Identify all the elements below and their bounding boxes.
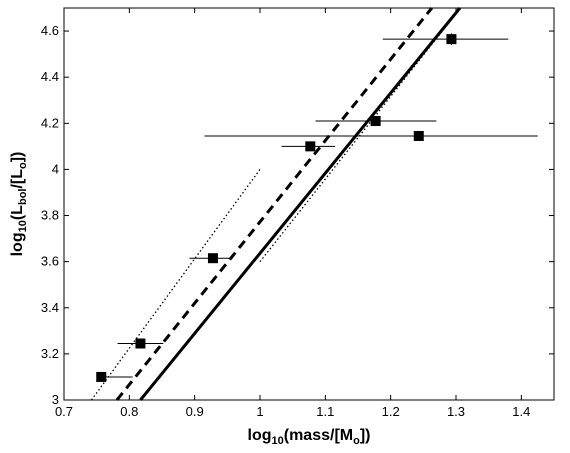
x-axis-title: log10(mass/[Mo])	[248, 427, 371, 447]
x-tick-label: 1.3	[447, 404, 465, 419]
x-tick-label: 0.8	[120, 404, 138, 419]
fit-lines	[90, 7, 462, 401]
data-point	[413, 130, 424, 141]
x-tick-label: 1.4	[512, 404, 530, 419]
y-axis: 3 3.2 3.4 3.6 3.8 4 4.2 4.4 4.6	[41, 23, 554, 407]
x-tick-label: 1.1	[316, 404, 334, 419]
y-tick-label: 3.6	[41, 254, 59, 269]
data-point	[207, 253, 218, 264]
y-tick-label: 3.8	[41, 208, 59, 223]
y-tick-label: 3.4	[41, 300, 59, 315]
plot-area	[63, 7, 555, 401]
y-tick-label: 4.2	[41, 115, 59, 130]
y-tick-label: 3	[52, 392, 59, 407]
data-point	[446, 34, 457, 45]
x-tick-label: 1	[256, 404, 263, 419]
dashed-fit-line	[115, 7, 433, 401]
y-tick-label: 4.4	[41, 69, 59, 84]
y-tick-label: 4.6	[41, 23, 59, 38]
data-points	[96, 33, 538, 382]
x-tick-label: 0.9	[186, 404, 204, 419]
data-point	[96, 371, 107, 382]
y-tick-label: 4	[52, 161, 59, 176]
data-point	[370, 115, 381, 126]
data-point	[305, 141, 316, 152]
data-point	[135, 338, 146, 349]
dotted-fit-line	[259, 7, 462, 263]
solid-fit-line	[139, 7, 462, 401]
x-axis: 0.7 0.8 0.9 1 1.1 1.2 1.3 1.4	[55, 8, 530, 419]
x-tick-label: 1.2	[382, 404, 400, 419]
x-tick-label: 0.7	[55, 404, 73, 419]
y-tick-label: 3.2	[41, 346, 59, 361]
y-axis-title: log10(Lbol/[Lo])	[9, 152, 29, 257]
